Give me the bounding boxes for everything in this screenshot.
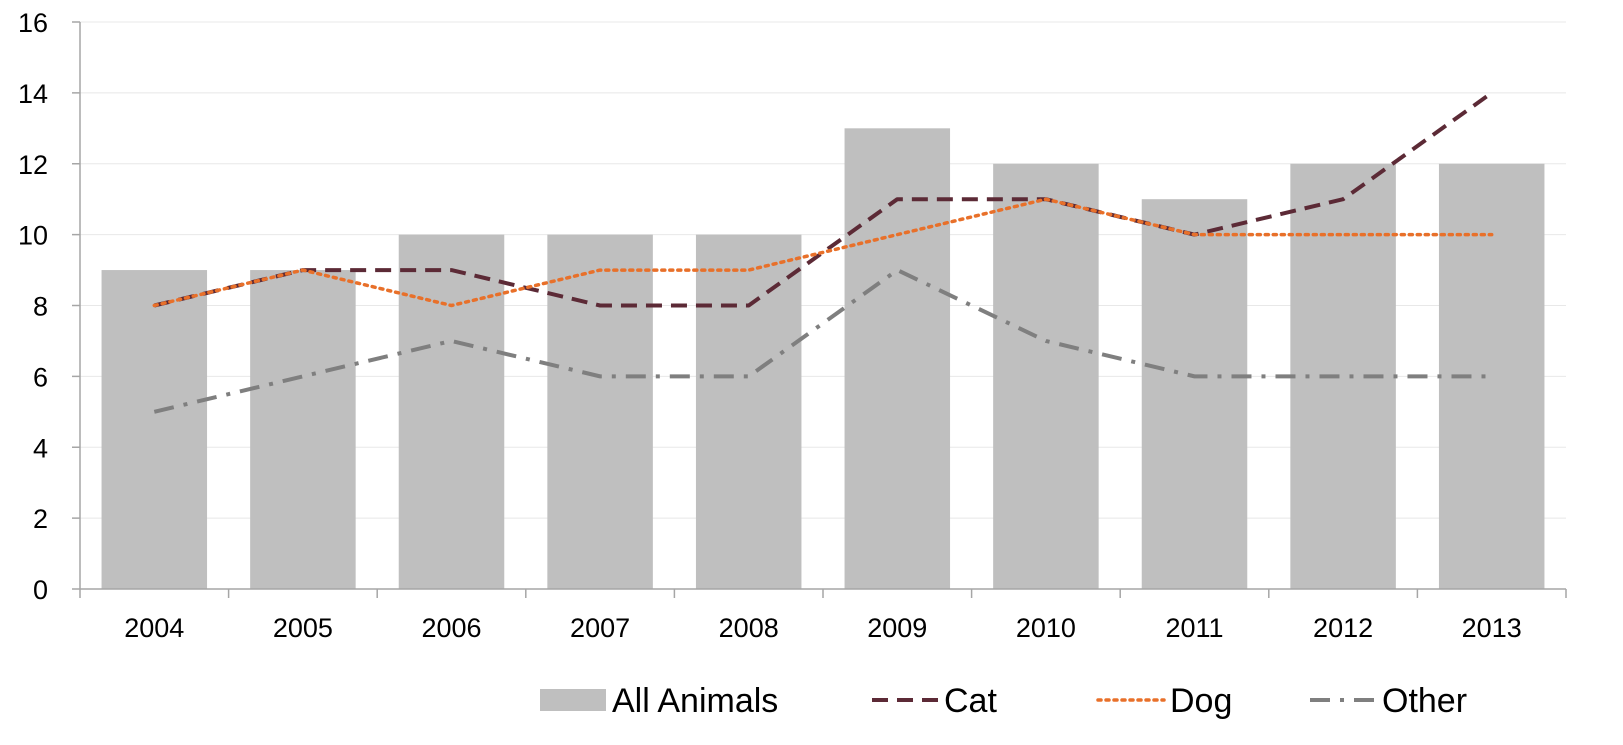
legend: All Animals Cat Dog Other xyxy=(540,682,1467,720)
y-tick-label: 6 xyxy=(33,362,48,392)
x-tick-label: 2011 xyxy=(1165,613,1223,643)
bar xyxy=(844,128,951,589)
x-tick-label: 2012 xyxy=(1313,613,1373,643)
y-tick-label: 10 xyxy=(18,221,48,251)
bar xyxy=(695,234,802,589)
x-tick-label: 2010 xyxy=(1016,613,1076,643)
legend-label-other: Other xyxy=(1382,682,1467,720)
legend-label-cat: Cat xyxy=(944,682,997,720)
y-tick-label: 2 xyxy=(33,504,48,534)
x-tick-label: 2004 xyxy=(124,613,184,643)
x-tick-label: 2009 xyxy=(867,613,927,643)
line-series xyxy=(152,91,1494,414)
y-tick-label: 14 xyxy=(18,79,48,109)
axes xyxy=(72,21,1567,598)
y-tick-label: 16 xyxy=(18,8,48,38)
y-tick-label: 4 xyxy=(33,433,48,463)
x-tick-label: 2006 xyxy=(421,613,481,643)
bar-series-all-animals xyxy=(101,128,1545,589)
series-line-dog xyxy=(152,197,1494,308)
legend-swatch-all-animals xyxy=(540,689,606,711)
y-tick-label: 12 xyxy=(18,150,48,180)
y-axis-tick-labels: 0 2 4 6 8 10 12 14 16 xyxy=(18,8,48,605)
y-tick-label: 8 xyxy=(33,292,48,322)
x-tick-label: 2013 xyxy=(1462,613,1522,643)
x-tick-label: 2005 xyxy=(273,613,333,643)
series-line-other xyxy=(153,268,1492,414)
bar xyxy=(398,234,505,589)
bar xyxy=(547,234,653,589)
bar xyxy=(993,163,1099,589)
x-tick-label: 2008 xyxy=(719,613,779,643)
x-tick-label: 2007 xyxy=(570,613,630,643)
y-tick-label: 0 xyxy=(33,575,48,605)
legend-label-all-animals: All Animals xyxy=(612,682,778,720)
legend-label-dog: Dog xyxy=(1170,682,1232,720)
bar xyxy=(1141,199,1248,589)
bar xyxy=(101,270,208,589)
bar xyxy=(250,270,356,589)
x-axis-tick-labels: 2004 2005 2006 2007 2008 2009 2010 2011 2012 2013 xyxy=(124,613,1521,643)
series-line-cat xyxy=(153,91,1493,308)
